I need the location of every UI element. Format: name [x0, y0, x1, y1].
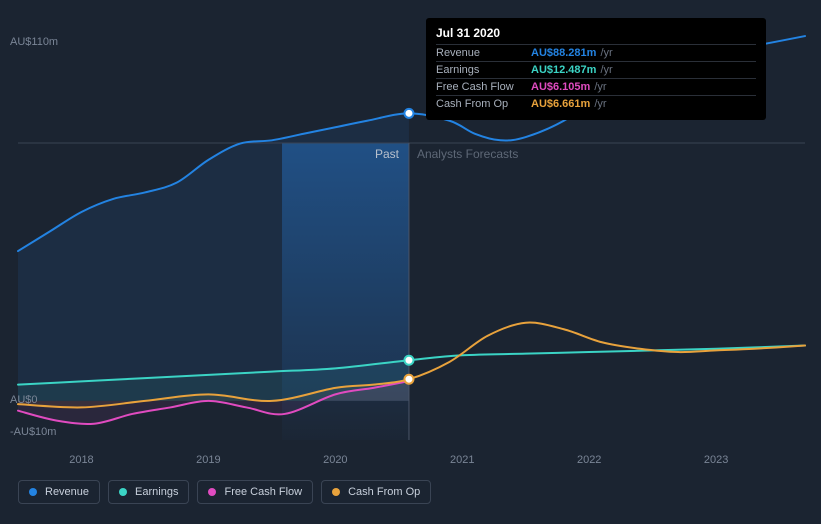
legend-label: Earnings [135, 486, 178, 498]
tooltip-row-label: Earnings [436, 64, 531, 76]
tooltip-row-value: AU$6.661m [531, 98, 590, 110]
x-tick-label: 2022 [564, 454, 614, 466]
tooltip-row-label: Free Cash Flow [436, 81, 531, 93]
x-tick-label: 2018 [56, 454, 106, 466]
legend-item[interactable]: Free Cash Flow [197, 480, 313, 504]
tooltip-row-label: Revenue [436, 47, 531, 59]
tooltip-row-unit: /yr [594, 81, 606, 93]
tooltip-row-value: AU$88.281m [531, 47, 596, 59]
x-tick-label: 2023 [691, 454, 741, 466]
y-tick-label: -AU$10m [10, 426, 70, 438]
chart-container: Past Analysts Forecasts Jul 31 2020 Reve… [0, 0, 821, 524]
marker-earnings [404, 356, 413, 365]
legend-dot [208, 488, 216, 496]
tooltip-row-label: Cash From Op [436, 98, 531, 110]
tooltip-rows: RevenueAU$88.281m/yrEarningsAU$12.487m/y… [436, 44, 756, 112]
x-tick-label: 2020 [310, 454, 360, 466]
legend-label: Revenue [45, 486, 89, 498]
tooltip-row: Free Cash FlowAU$6.105m/yr [436, 78, 756, 95]
legend-label: Free Cash Flow [224, 486, 302, 498]
tooltip-row: RevenueAU$88.281m/yr [436, 44, 756, 61]
marker-revenue [404, 109, 413, 118]
legend-item[interactable]: Revenue [18, 480, 100, 504]
legend-item[interactable]: Cash From Op [321, 480, 431, 504]
tooltip-row: EarningsAU$12.487m/yr [436, 61, 756, 78]
forecast-label: Analysts Forecasts [417, 147, 518, 161]
x-tick-label: 2019 [183, 454, 233, 466]
legend-dot [119, 488, 127, 496]
tooltip-row-unit: /yr [594, 98, 606, 110]
tooltip-row-unit: /yr [600, 64, 612, 76]
y-tick-label: AU$0 [10, 394, 70, 406]
x-tick-label: 2021 [437, 454, 487, 466]
legend-dot [29, 488, 37, 496]
tooltip: Jul 31 2020 RevenueAU$88.281m/yrEarnings… [426, 18, 766, 120]
tooltip-row-value: AU$12.487m [531, 64, 596, 76]
tooltip-row-value: AU$6.105m [531, 81, 590, 93]
tooltip-row: Cash From OpAU$6.661m/yr [436, 95, 756, 112]
legend: Revenue Earnings Free Cash Flow Cash From O… [18, 480, 431, 504]
legend-dot [332, 488, 340, 496]
past-label: Past [375, 147, 399, 161]
legend-label: Cash From Op [348, 486, 420, 498]
tooltip-date: Jul 31 2020 [436, 26, 756, 40]
tooltip-row-unit: /yr [600, 47, 612, 59]
marker-cfo [404, 375, 413, 384]
y-tick-label: AU$110m [10, 36, 70, 48]
legend-item[interactable]: Earnings [108, 480, 189, 504]
